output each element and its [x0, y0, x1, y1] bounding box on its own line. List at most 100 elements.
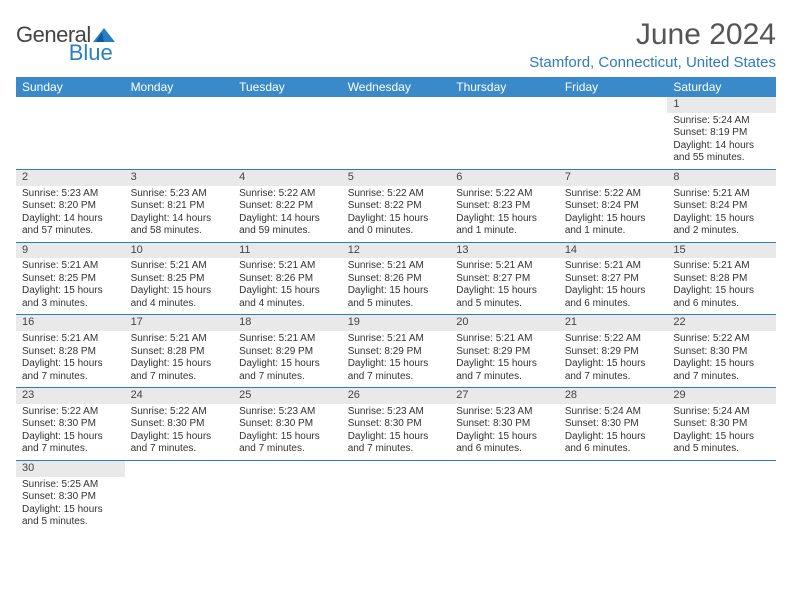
location-text: Stamford, Connecticut, United States — [529, 54, 776, 71]
day-daylight1: Daylight: 15 hours — [348, 213, 445, 226]
day-sunrise: Sunrise: 5:23 AM — [22, 188, 119, 201]
day-daylight2: and 6 minutes. — [673, 298, 770, 311]
day-sunrise: Sunrise: 5:21 AM — [565, 260, 662, 273]
day-daylight1: Daylight: 15 hours — [131, 431, 228, 444]
calendar-day-cell: 23Sunrise: 5:22 AMSunset: 8:30 PMDayligh… — [16, 388, 125, 461]
calendar-day-cell: 16Sunrise: 5:21 AMSunset: 8:28 PMDayligh… — [16, 315, 125, 388]
calendar-day-cell: 24Sunrise: 5:22 AMSunset: 8:30 PMDayligh… — [125, 388, 234, 461]
day-sunset: Sunset: 8:23 PM — [456, 200, 553, 213]
day-daylight2: and 0 minutes. — [348, 225, 445, 238]
weekday-header: Sunday — [16, 77, 125, 97]
calendar-day-cell: 12Sunrise: 5:21 AMSunset: 8:26 PMDayligh… — [342, 242, 451, 315]
calendar-day-cell: 1Sunrise: 5:24 AMSunset: 8:19 PMDaylight… — [667, 97, 776, 169]
day-daylight1: Daylight: 15 hours — [565, 431, 662, 444]
day-daylight2: and 4 minutes. — [239, 298, 336, 311]
day-sunrise: Sunrise: 5:21 AM — [22, 260, 119, 273]
day-daylight1: Daylight: 15 hours — [239, 285, 336, 298]
calendar-day-cell: 22Sunrise: 5:22 AMSunset: 8:30 PMDayligh… — [667, 315, 776, 388]
day-daylight1: Daylight: 15 hours — [456, 213, 553, 226]
calendar-day-cell: 25 Sunrise: 5:23 AMSunset: 8:30 PMDayligh… — [233, 388, 342, 461]
day-daylight2: and 4 minutes. — [131, 298, 228, 311]
calendar-day-cell: 11Sunrise: 5:21 AMSunset: 8:26 PMDayligh… — [233, 242, 342, 315]
calendar-day-cell: 4Sunrise: 5:22 AMSunset: 8:22 PMDaylight… — [233, 169, 342, 242]
day-sunrise: Sunrise: 5:22 AM — [456, 188, 553, 201]
day-daylight1: Daylight: 15 hours — [673, 285, 770, 298]
day-number: 25 — [233, 388, 342, 404]
day-daylight1: Daylight: 15 hours — [22, 285, 119, 298]
day-daylight2: and 58 minutes. — [131, 225, 228, 238]
day-sunset: Sunset: 8:29 PM — [565, 346, 662, 359]
title-block: June 2024 Stamford, Connecticut, United … — [529, 18, 776, 71]
calendar-day-cell: 30Sunrise: 5:25 AMSunset: 8:30 PMDayligh… — [16, 460, 125, 532]
day-number: 26 — [342, 388, 451, 404]
calendar-day-cell: 13Sunrise: 5:21 AMSunset: 8:27 PMDayligh… — [450, 242, 559, 315]
day-number: 20 — [450, 315, 559, 331]
day-sunrise: Sunrise: 5:22 AM — [565, 333, 662, 346]
day-number: 12 — [342, 243, 451, 259]
calendar-day-cell: 21Sunrise: 5:22 AMSunset: 8:29 PMDayligh… — [559, 315, 668, 388]
day-sunset: Sunset: 8:27 PM — [565, 273, 662, 286]
weekday-header: Friday — [559, 77, 668, 97]
calendar-week-row: 2Sunrise: 5:23 AMSunset: 8:20 PMDaylight… — [16, 169, 776, 242]
day-sunset: Sunset: 8:26 PM — [239, 273, 336, 286]
calendar-day-cell: 19Sunrise: 5:21 AMSunset: 8:29 PMDayligh… — [342, 315, 451, 388]
calendar-day-cell: 27Sunrise: 5:23 AMSunset: 8:30 PMDayligh… — [450, 388, 559, 461]
day-sunset: Sunset: 8:30 PM — [673, 346, 770, 359]
day-number: 30 — [16, 461, 125, 477]
day-daylight2: and 57 minutes. — [22, 225, 119, 238]
day-sunrise: Sunrise: 5:22 AM — [239, 188, 336, 201]
day-sunrise: Sunrise: 5:21 AM — [131, 260, 228, 273]
day-daylight1: Daylight: 15 hours — [131, 358, 228, 371]
calendar-day-cell: 14Sunrise: 5:21 AMSunset: 8:27 PMDayligh… — [559, 242, 668, 315]
calendar-day-cell: 15Sunrise: 5:21 AMSunset: 8:28 PMDayligh… — [667, 242, 776, 315]
day-sunrise: Sunrise: 5:22 AM — [673, 333, 770, 346]
day-daylight1: Daylight: 15 hours — [22, 431, 119, 444]
day-number: 11 — [233, 243, 342, 259]
day-daylight1: Daylight: 15 hours — [239, 431, 336, 444]
weekday-header: Wednesday — [342, 77, 451, 97]
day-daylight1: Daylight: 15 hours — [565, 358, 662, 371]
day-daylight1: Daylight: 15 hours — [456, 285, 553, 298]
day-number: 7 — [559, 170, 668, 186]
day-daylight2: and 7 minutes. — [131, 371, 228, 384]
day-sunrise: Sunrise: 5:21 AM — [456, 333, 553, 346]
day-daylight1: Daylight: 15 hours — [673, 431, 770, 444]
day-sunset: Sunset: 8:30 PM — [348, 418, 445, 431]
day-number: 14 — [559, 243, 668, 259]
calendar-week-row: 16Sunrise: 5:21 AMSunset: 8:28 PMDayligh… — [16, 315, 776, 388]
day-sunrise: Sunrise: 5:24 AM — [673, 115, 770, 128]
day-daylight1: Daylight: 15 hours — [131, 285, 228, 298]
day-sunrise: Sunrise: 5:23 AM — [239, 406, 336, 419]
day-daylight1: Daylight: 14 hours — [131, 213, 228, 226]
day-sunset: Sunset: 8:30 PM — [239, 418, 336, 431]
day-daylight1: Daylight: 15 hours — [22, 358, 119, 371]
calendar-day-cell: 20Sunrise: 5:21 AMSunset: 8:29 PMDayligh… — [450, 315, 559, 388]
day-number: 29 — [667, 388, 776, 404]
calendar-day-cell — [16, 97, 125, 169]
calendar-day-cell — [342, 460, 451, 532]
day-daylight2: and 5 minutes. — [673, 443, 770, 456]
day-daylight2: and 6 minutes. — [565, 298, 662, 311]
day-daylight2: and 7 minutes. — [456, 371, 553, 384]
day-daylight2: and 6 minutes. — [456, 443, 553, 456]
day-number: 3 — [125, 170, 234, 186]
day-daylight1: Daylight: 15 hours — [239, 358, 336, 371]
day-sunset: Sunset: 8:30 PM — [22, 491, 119, 504]
day-daylight2: and 7 minutes. — [348, 443, 445, 456]
day-sunrise: Sunrise: 5:21 AM — [131, 333, 228, 346]
day-sunset: Sunset: 8:22 PM — [239, 200, 336, 213]
day-sunset: Sunset: 8:30 PM — [22, 418, 119, 431]
day-sunrise: Sunrise: 5:21 AM — [456, 260, 553, 273]
day-daylight2: and 1 minute. — [456, 225, 553, 238]
day-number: 16 — [16, 315, 125, 331]
day-sunrise: Sunrise: 5:25 AM — [22, 479, 119, 492]
calendar-day-cell: 9Sunrise: 5:21 AMSunset: 8:25 PMDaylight… — [16, 242, 125, 315]
day-sunrise: Sunrise: 5:24 AM — [673, 406, 770, 419]
day-sunset: Sunset: 8:27 PM — [456, 273, 553, 286]
calendar-day-cell: 10Sunrise: 5:21 AMSunset: 8:25 PMDayligh… — [125, 242, 234, 315]
day-daylight2: and 7 minutes. — [565, 371, 662, 384]
day-number: 1 — [667, 97, 776, 113]
day-daylight1: Daylight: 14 hours — [239, 213, 336, 226]
calendar-day-cell — [450, 460, 559, 532]
calendar-day-cell: 26Sunrise: 5:23 AMSunset: 8:30 PMDayligh… — [342, 388, 451, 461]
